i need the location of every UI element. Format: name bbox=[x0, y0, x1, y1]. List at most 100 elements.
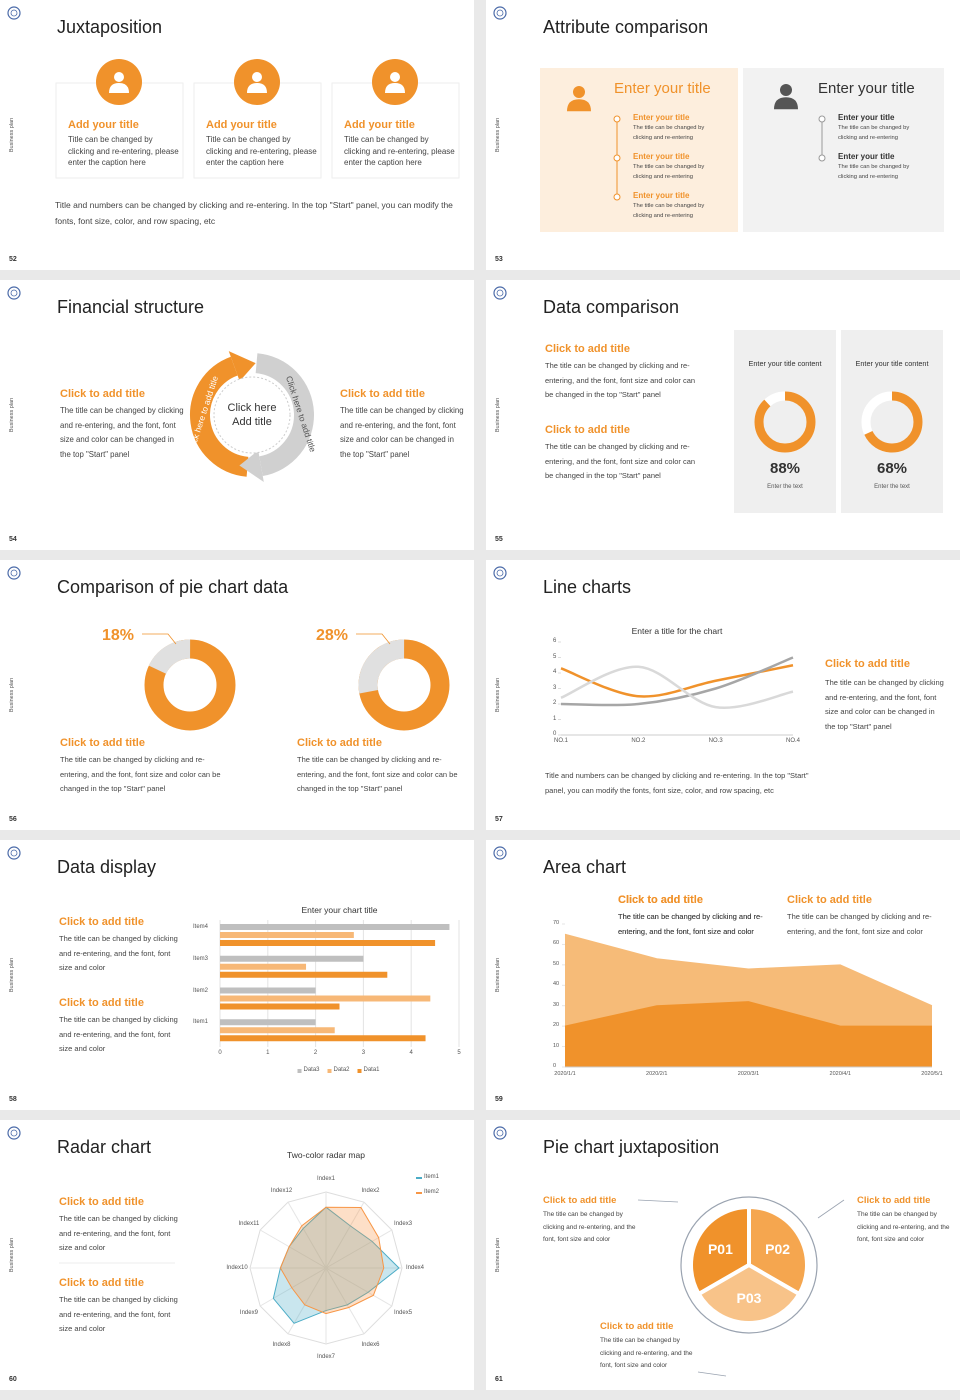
icon bbox=[567, 99, 591, 112]
radar-area bbox=[279, 1206, 385, 1315]
slide-graphics bbox=[493, 6, 944, 232]
axis-label: Index1 bbox=[316, 1176, 336, 1182]
side-label: Business plan bbox=[9, 117, 15, 153]
logo bbox=[493, 1126, 507, 1140]
bar bbox=[220, 932, 354, 938]
legend-label: Data3 bbox=[303, 1067, 320, 1073]
page-number: 59 bbox=[495, 1096, 503, 1103]
side-label: Business plan bbox=[495, 397, 501, 433]
bar bbox=[220, 1019, 316, 1026]
block-text: The title can be changed by clicking and… bbox=[545, 361, 696, 399]
y-tick-label: 30 bbox=[553, 1001, 560, 1008]
logo bbox=[496, 569, 504, 577]
area-fill bbox=[565, 1001, 932, 1067]
logo bbox=[493, 566, 507, 580]
item-text: The title can be changed by clicking and… bbox=[633, 203, 705, 219]
item-text: The title can be changed by clicking and… bbox=[838, 125, 910, 141]
y-tick-label: Item2 bbox=[193, 987, 209, 994]
slide-title: Area chart bbox=[543, 857, 627, 877]
side-label: Business plan bbox=[495, 957, 501, 993]
timeline-dot bbox=[613, 154, 621, 162]
timeline-dot bbox=[818, 115, 826, 123]
logo bbox=[496, 849, 504, 857]
block-title: Click to add title bbox=[600, 1321, 674, 1332]
bar bbox=[220, 1035, 426, 1042]
slide: Business plan 57 Line charts Enter a title … bbox=[486, 560, 960, 830]
x-tick-label: 0 bbox=[218, 1050, 222, 1056]
x-tick-label: 3 bbox=[361, 1050, 366, 1056]
block-title: Click to add title bbox=[618, 894, 703, 906]
arrow-head bbox=[228, 351, 256, 382]
logo bbox=[7, 1126, 21, 1140]
panel bbox=[540, 68, 738, 232]
y-tick-label: 10 bbox=[553, 1042, 560, 1049]
block-title: Click to add title bbox=[340, 388, 425, 400]
block-text: The title can be changed by clicking and… bbox=[59, 934, 178, 972]
x-tick-label: NO.3 bbox=[708, 738, 723, 744]
axis-label: Index5 bbox=[394, 1309, 413, 1316]
block-title: Click to add title bbox=[857, 1195, 931, 1206]
legend-swatch bbox=[357, 1069, 362, 1073]
icon bbox=[109, 83, 129, 93]
slide: Business plan 59 Area chart Click to add ti… bbox=[486, 840, 960, 1110]
icon bbox=[573, 86, 585, 98]
logo bbox=[7, 846, 21, 860]
axis-label: Index3 bbox=[394, 1220, 413, 1227]
value-label: 28% bbox=[316, 627, 349, 644]
block-title: Click to add title bbox=[60, 737, 145, 749]
axis-label: Index2 bbox=[361, 1187, 380, 1194]
block-title: Click to add title bbox=[787, 894, 872, 906]
logo bbox=[7, 566, 21, 580]
slide-graphics bbox=[7, 286, 314, 482]
block-title: Click to add title bbox=[59, 916, 144, 928]
logo bbox=[10, 9, 18, 17]
radar-spoke bbox=[325, 1201, 365, 1269]
logo bbox=[493, 846, 507, 860]
panel-heading: Enter your title bbox=[614, 80, 711, 97]
y-tick-label: Item1 bbox=[193, 1019, 209, 1026]
page-number: 55 bbox=[495, 536, 503, 543]
item-text: The title can be changed by clicking and… bbox=[633, 164, 705, 180]
block-text: The title can be changed by clicking and… bbox=[600, 1337, 693, 1369]
block-text: The title can be changed by clicking and… bbox=[618, 912, 763, 936]
block-text: The title can be changed by clicking and… bbox=[59, 1214, 178, 1252]
x-tick-label: 2020/1/1 bbox=[554, 1071, 576, 1077]
axis-label: Index12 bbox=[270, 1187, 293, 1194]
side-label: Business plan bbox=[9, 957, 15, 993]
slide: Business plan 55 Data comparison Click to a… bbox=[486, 280, 960, 550]
block-text: The title can be changed by clicking and… bbox=[825, 678, 944, 731]
logo bbox=[496, 1129, 504, 1137]
bar bbox=[220, 1003, 340, 1010]
slide-title: Pie chart juxtaposition bbox=[543, 1137, 720, 1157]
donut-value bbox=[358, 639, 450, 731]
card-title: Add your title bbox=[206, 119, 277, 131]
block-text: The title can be changed by clicking and… bbox=[787, 912, 932, 936]
bar bbox=[220, 987, 316, 994]
icon bbox=[114, 72, 124, 82]
page-number: 53 bbox=[495, 256, 503, 263]
block-text: The title can be changed by clicking and… bbox=[60, 755, 221, 793]
legend-label: Data2 bbox=[333, 1067, 350, 1073]
donut-value bbox=[754, 391, 816, 453]
y-tick-label: Item4 bbox=[193, 924, 209, 930]
page-number: 57 bbox=[495, 816, 503, 823]
block-text: The title can be changed by clicking and… bbox=[545, 442, 696, 480]
card-heading: Enter your title content bbox=[855, 359, 929, 368]
slide-graphics bbox=[493, 846, 933, 1068]
legend-label: Data1 bbox=[363, 1067, 380, 1073]
slide-title: Data display bbox=[57, 857, 157, 877]
panel bbox=[743, 68, 944, 232]
logo bbox=[493, 6, 507, 20]
legend-swatch bbox=[297, 1069, 302, 1073]
segment bbox=[696, 1262, 802, 1325]
axis-label: Index4 bbox=[405, 1265, 425, 1271]
item-title: Enter your title bbox=[633, 113, 690, 122]
leader-line bbox=[142, 633, 177, 645]
y-tick-label: 1 bbox=[553, 715, 557, 722]
slide-graphics bbox=[7, 6, 460, 179]
card-title: Add your title bbox=[68, 119, 139, 131]
axis-label: Index7 bbox=[316, 1354, 336, 1360]
page-number: 52 bbox=[9, 256, 17, 263]
axis-label: Index9 bbox=[239, 1309, 258, 1316]
connector bbox=[817, 1199, 845, 1219]
